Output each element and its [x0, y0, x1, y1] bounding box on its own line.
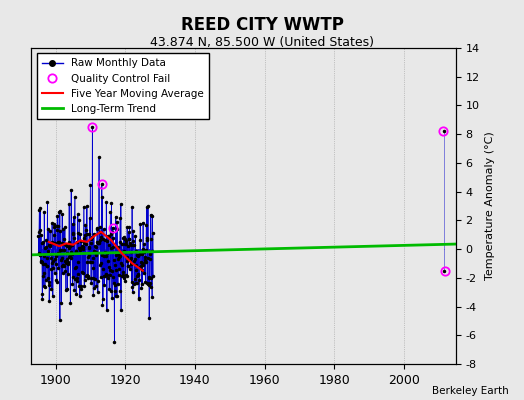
Legend: Raw Monthly Data, Quality Control Fail, Five Year Moving Average, Long-Term Tren: Raw Monthly Data, Quality Control Fail, … — [37, 53, 209, 119]
Y-axis label: Temperature Anomaly (°C): Temperature Anomaly (°C) — [485, 132, 495, 280]
Text: REED CITY WWTP: REED CITY WWTP — [181, 16, 343, 34]
Text: Berkeley Earth: Berkeley Earth — [432, 386, 508, 396]
Text: 43.874 N, 85.500 W (United States): 43.874 N, 85.500 W (United States) — [150, 36, 374, 49]
